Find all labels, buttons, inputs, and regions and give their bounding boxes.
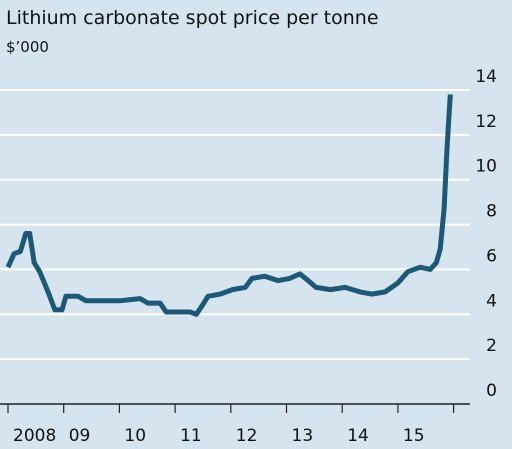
y-tick-label: 8	[486, 202, 497, 222]
chart-subtitle: $’000	[6, 38, 49, 56]
y-tick-label: 10	[475, 157, 497, 177]
x-tick-label: 14	[347, 426, 369, 446]
y-tick-label: 6	[486, 246, 497, 266]
y-tick-label: 4	[486, 291, 497, 311]
x-tick-label: 15	[403, 426, 425, 446]
line-series	[5, 94, 453, 317]
x-tick-label: 12	[236, 426, 258, 446]
x-tick-label: 09	[69, 426, 91, 446]
x-tick-label: 10	[124, 426, 146, 446]
x-tick-label: 13	[292, 426, 314, 446]
y-tick-label: 2	[486, 336, 497, 356]
x-tick-label: 2008	[13, 426, 56, 446]
y-tick-label: 14	[475, 67, 497, 87]
x-tick-label: 11	[180, 426, 202, 446]
chart-title: Lithium carbonate spot price per tonne	[6, 7, 379, 29]
y-tick-label: 0	[486, 381, 497, 401]
y-tick-label: 12	[475, 112, 497, 132]
